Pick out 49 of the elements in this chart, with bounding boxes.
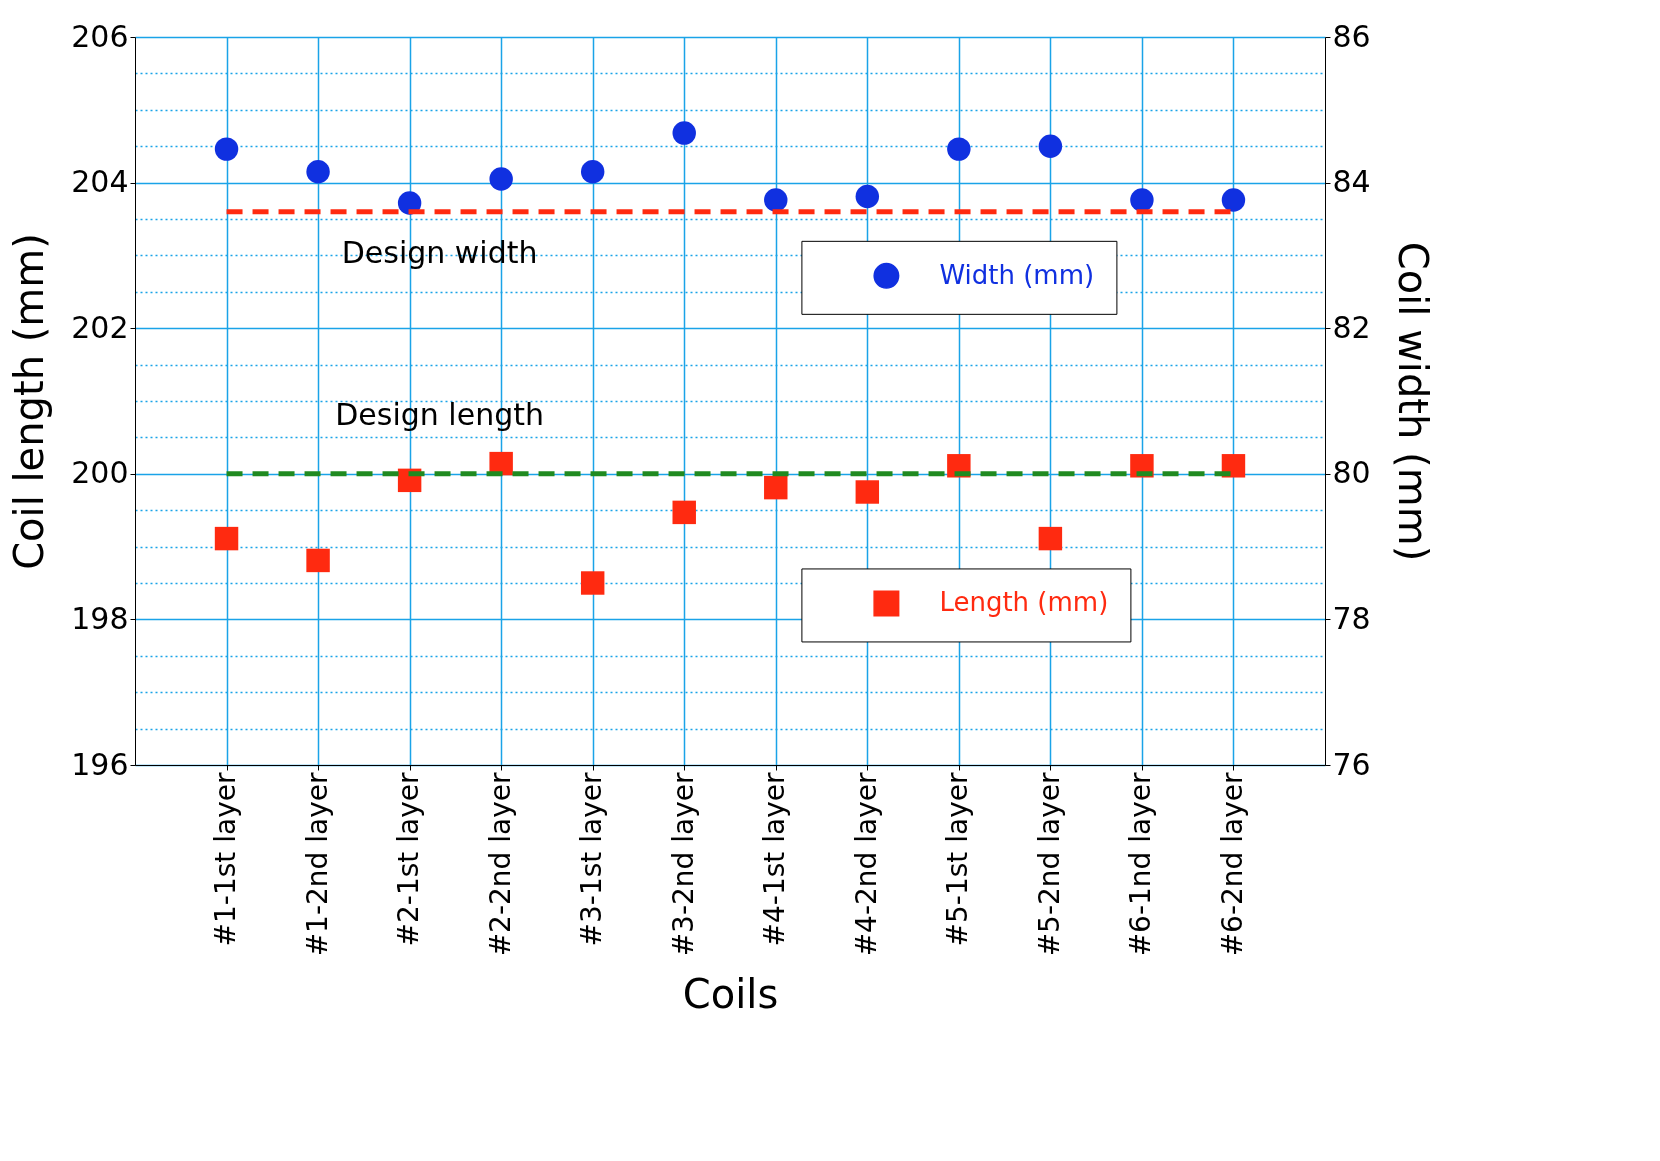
y2-tick-label: 82	[1332, 309, 1371, 345]
x-tick-label: #1-1st layer	[209, 772, 243, 947]
point	[580, 159, 605, 184]
point	[580, 571, 605, 595]
x-axis-title: Coils	[682, 971, 779, 1018]
point	[1221, 188, 1246, 212]
y-axis-title: Coil length (mm)	[6, 233, 53, 570]
x-tick-label: #2-2nd layer	[483, 772, 517, 957]
y-tick-label: 206	[71, 18, 129, 54]
point	[214, 526, 239, 551]
point	[489, 451, 513, 476]
point	[1038, 526, 1063, 551]
y-tick-label: 200	[71, 455, 129, 491]
y2-axis-title: Coil width (mm)	[1389, 241, 1436, 562]
y2-tick-label: 84	[1332, 164, 1371, 200]
x-tick-label: #2-1st layer	[392, 772, 426, 947]
point	[855, 480, 880, 504]
point	[1038, 134, 1063, 158]
point	[672, 500, 696, 525]
point	[1130, 188, 1154, 212]
point	[855, 184, 880, 209]
x-tick-label: #4-2nd layer	[849, 772, 883, 957]
point	[214, 137, 239, 161]
point	[764, 188, 788, 212]
y2-tick-label: 76	[1332, 746, 1371, 782]
point	[947, 137, 971, 161]
point	[306, 159, 330, 184]
y2-tick-label: 80	[1332, 455, 1371, 491]
y-tick-label: 204	[71, 164, 129, 200]
x-tick-label: #6-2nd layer	[1215, 772, 1249, 957]
point	[764, 475, 788, 500]
point	[489, 167, 513, 191]
x-tick-label: #5-2nd layer	[1032, 772, 1066, 957]
x-tick-label: #6-1nd layer	[1124, 772, 1158, 957]
y2-tick-label: 78	[1332, 600, 1371, 636]
y-tick-label: 198	[71, 600, 129, 636]
x-tick-label: #5-1st layer	[941, 772, 975, 947]
x-tick-label: #1-2nd layer	[300, 772, 334, 957]
legend-label: Width (mm)	[939, 259, 1095, 290]
x-tick-label: #3-2nd layer	[666, 772, 700, 957]
x-tick-label: #3-1st layer	[575, 772, 609, 947]
y-tick-label: 202	[71, 309, 129, 345]
x-tick-label: #4-1st layer	[758, 772, 792, 947]
y-tick-label: 196	[71, 746, 129, 782]
y2-tick-label: 86	[1332, 18, 1371, 54]
point	[306, 548, 330, 573]
point	[1221, 454, 1246, 478]
point	[672, 121, 696, 145]
legend-label: Length (mm)	[939, 587, 1109, 618]
